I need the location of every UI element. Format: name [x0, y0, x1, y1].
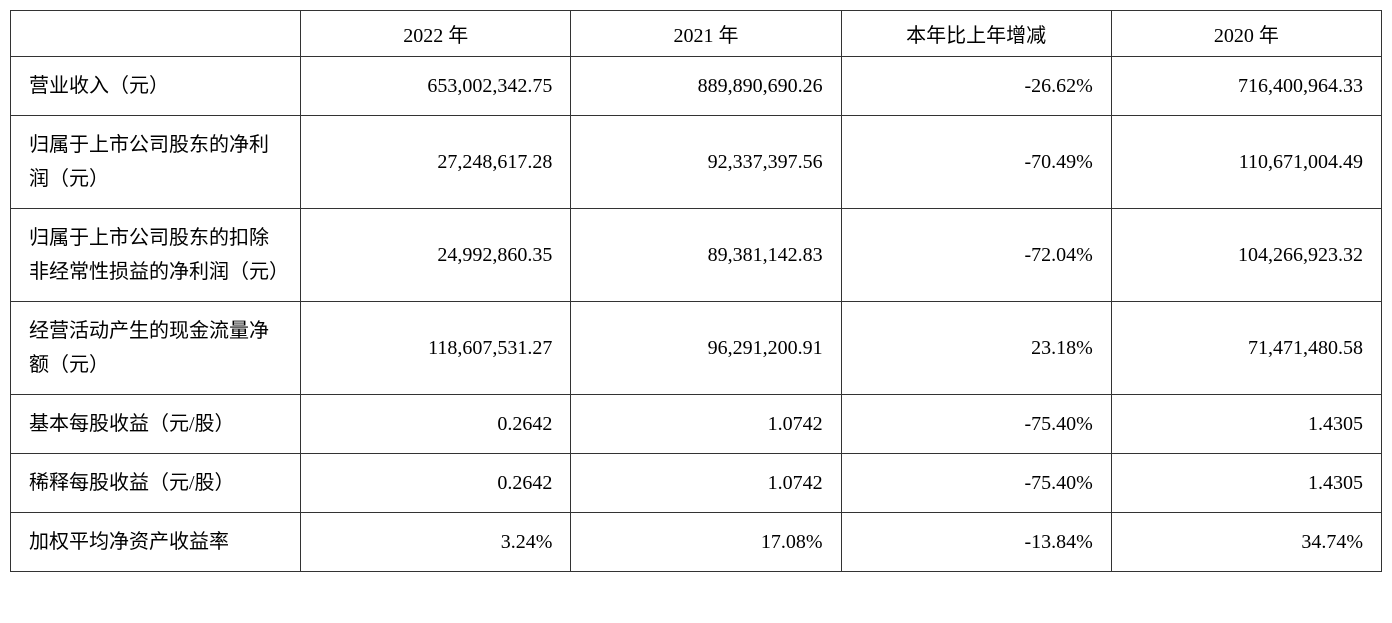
- row-label: 经营活动产生的现金流量净额（元）: [11, 302, 301, 395]
- row-value-yoy: -75.40%: [841, 395, 1111, 454]
- row-value-2022: 0.2642: [301, 395, 571, 454]
- row-value-yoy: -13.84%: [841, 513, 1111, 572]
- row-value-yoy: -75.40%: [841, 454, 1111, 513]
- row-value-2020: 1.4305: [1111, 454, 1381, 513]
- row-value-yoy: 23.18%: [841, 302, 1111, 395]
- row-value-yoy: -70.49%: [841, 116, 1111, 209]
- header-yoy: 本年比上年增减: [841, 11, 1111, 57]
- row-value-2021: 1.0742: [571, 395, 841, 454]
- row-value-2022: 24,992,860.35: [301, 209, 571, 302]
- row-value-2020: 1.4305: [1111, 395, 1381, 454]
- table-row: 归属于上市公司股东的扣除非经常性损益的净利润（元） 24,992,860.35 …: [11, 209, 1382, 302]
- row-label: 营业收入（元）: [11, 57, 301, 116]
- header-2021: 2021 年: [571, 11, 841, 57]
- header-blank: [11, 11, 301, 57]
- row-value-yoy: -72.04%: [841, 209, 1111, 302]
- row-value-2022: 118,607,531.27: [301, 302, 571, 395]
- table-row: 稀释每股收益（元/股） 0.2642 1.0742 -75.40% 1.4305: [11, 454, 1382, 513]
- row-value-2022: 653,002,342.75: [301, 57, 571, 116]
- financial-summary-table: 2022 年 2021 年 本年比上年增减 2020 年 营业收入（元） 653…: [10, 10, 1382, 572]
- row-value-2021: 92,337,397.56: [571, 116, 841, 209]
- row-label: 加权平均净资产收益率: [11, 513, 301, 572]
- row-value-2021: 1.0742: [571, 454, 841, 513]
- row-value-2021: 96,291,200.91: [571, 302, 841, 395]
- row-value-2021: 89,381,142.83: [571, 209, 841, 302]
- row-value-2020: 71,471,480.58: [1111, 302, 1381, 395]
- row-value-2021: 17.08%: [571, 513, 841, 572]
- table-header-row: 2022 年 2021 年 本年比上年增减 2020 年: [11, 11, 1382, 57]
- row-label: 基本每股收益（元/股）: [11, 395, 301, 454]
- row-label: 归属于上市公司股东的净利润（元）: [11, 116, 301, 209]
- table-row: 经营活动产生的现金流量净额（元） 118,607,531.27 96,291,2…: [11, 302, 1382, 395]
- header-2020: 2020 年: [1111, 11, 1381, 57]
- table-row: 营业收入（元） 653,002,342.75 889,890,690.26 -2…: [11, 57, 1382, 116]
- table-row: 归属于上市公司股东的净利润（元） 27,248,617.28 92,337,39…: [11, 116, 1382, 209]
- row-value-2022: 3.24%: [301, 513, 571, 572]
- table-row: 加权平均净资产收益率 3.24% 17.08% -13.84% 34.74%: [11, 513, 1382, 572]
- row-value-2020: 110,671,004.49: [1111, 116, 1381, 209]
- row-value-yoy: -26.62%: [841, 57, 1111, 116]
- header-2022: 2022 年: [301, 11, 571, 57]
- row-value-2020: 104,266,923.32: [1111, 209, 1381, 302]
- row-value-2022: 0.2642: [301, 454, 571, 513]
- row-value-2020: 34.74%: [1111, 513, 1381, 572]
- table-row: 基本每股收益（元/股） 0.2642 1.0742 -75.40% 1.4305: [11, 395, 1382, 454]
- row-label: 归属于上市公司股东的扣除非经常性损益的净利润（元）: [11, 209, 301, 302]
- row-value-2022: 27,248,617.28: [301, 116, 571, 209]
- row-label: 稀释每股收益（元/股）: [11, 454, 301, 513]
- row-value-2021: 889,890,690.26: [571, 57, 841, 116]
- row-value-2020: 716,400,964.33: [1111, 57, 1381, 116]
